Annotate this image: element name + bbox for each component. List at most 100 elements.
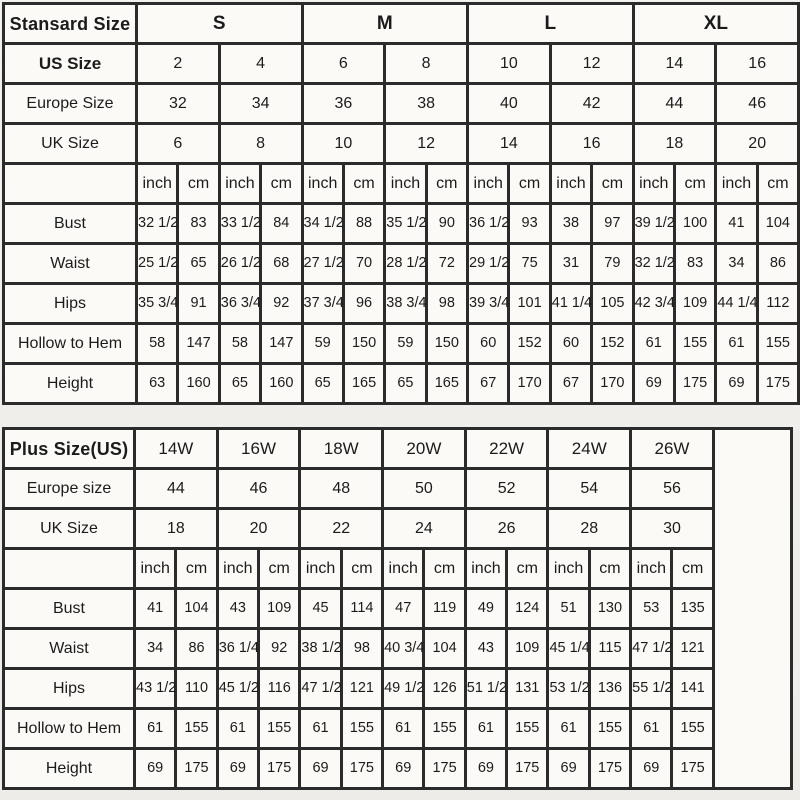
measurement-value-cell: 27 1/2 — [300, 242, 345, 285]
measurement-value-cell: 69 — [132, 747, 178, 790]
row-label: Europe Size — [2, 82, 138, 125]
measurement-value-cell: 69 — [298, 747, 343, 790]
measurement-value-cell: 131 — [505, 667, 550, 710]
unit-inch-cell: inch — [466, 162, 511, 205]
table-corner-label: Plus Size(US) — [2, 427, 136, 470]
measurement-value-cell: 130 — [587, 587, 633, 630]
measurement-value-cell: 40 3/4 — [381, 627, 426, 670]
measurement-value-cell: 58 — [134, 322, 180, 365]
measurement-value-cell: 155 — [670, 707, 715, 750]
measurement-value-cell: 115 — [587, 627, 633, 670]
measurement-value-cell: 60 — [466, 322, 511, 365]
measurement-value-cell: 93 — [507, 202, 552, 245]
unit-inch-cell: inch — [631, 162, 676, 205]
measurement-value-cell: 101 — [507, 282, 552, 325]
measurement-value-cell: 35 3/4 — [134, 282, 180, 325]
measurement-value-cell: 109 — [672, 282, 718, 325]
measurement-value-cell: 165 — [341, 362, 387, 405]
measurement-row: Height 63 160 65 160 65 165 65 165 67 170 67 170 69 17… — [2, 362, 800, 405]
measurement-value-cell: 105 — [590, 282, 635, 325]
measurement-value-cell: 136 — [587, 667, 633, 710]
measurement-value-cell: 45 1/4 — [546, 627, 591, 670]
measurement-value-cell: 91 — [176, 282, 221, 325]
size-value-cell: 20 — [714, 122, 800, 165]
unit-header-row: inch cm inch cm inch cm inch cm inch cm inch cm inch… — [2, 547, 792, 590]
measurement-value-cell: 65 — [176, 242, 221, 285]
measurement-value-cell: 147 — [176, 322, 221, 365]
size-group-header: 20W — [381, 427, 467, 470]
measurement-value-cell: 160 — [259, 362, 304, 405]
size-group-header: S — [135, 2, 304, 45]
plus-size-table: Plus Size(US) 14W 16W 18W 20W 22W 24W 26W Europe… — [2, 427, 793, 790]
measurement-value-cell: 60 — [548, 322, 594, 365]
measurement-value-cell: 69 — [215, 747, 261, 790]
measurement-value-cell: 45 — [298, 587, 343, 630]
measurement-value-cell: 100 — [672, 202, 718, 245]
measurement-value-cell: 141 — [670, 667, 715, 710]
size-value-cell: 6 — [135, 122, 221, 165]
measurement-value-cell: 39 3/4 — [466, 282, 511, 325]
measurement-value-cell: 38 — [548, 202, 594, 245]
measurement-row: Bust 32 1/2 83 33 1/2 84 34 1/2 88 35 1/2 90 36 1… — [2, 202, 800, 245]
unit-cm-cell: cm — [259, 162, 304, 205]
unit-cm-cell: cm — [174, 547, 219, 590]
measurement-row: Hips 43 1/2 110 45 1/2 116 47 1/2 121 49 1/2 126… — [2, 667, 792, 710]
unit-cm-cell: cm — [424, 162, 470, 205]
unit-cm-cell: cm — [672, 162, 718, 205]
measurement-value-cell: 83 — [672, 242, 718, 285]
size-value-cell: 8 — [217, 122, 304, 165]
measurement-value-cell: 47 — [381, 587, 426, 630]
unit-cm-cell: cm — [587, 547, 633, 590]
measurement-value-cell: 28 1/2 — [383, 242, 428, 285]
measurement-row: Waist 34 86 36 1/4 92 38 1/2 98 40 3/4 104 43 109 4… — [2, 627, 792, 670]
measurement-value-cell: 155 — [587, 707, 633, 750]
measurement-value-cell: 83 — [176, 202, 221, 245]
measurement-value-cell: 69 — [463, 747, 509, 790]
measurement-value-cell: 152 — [590, 322, 635, 365]
size-info-row: UK Size 18 20 22 24 26 28 30 — [2, 507, 792, 550]
measurement-value-cell: 75 — [507, 242, 552, 285]
row-label: US Size — [2, 42, 138, 85]
unit-cm-cell: cm — [670, 547, 715, 590]
row-label: Bust — [2, 202, 138, 245]
unit-header-row: inch cm inch cm inch cm inch cm inch cm inch cm inch… — [2, 162, 800, 205]
measurement-value-cell: 92 — [257, 627, 302, 670]
measurement-value-cell: 61 — [381, 707, 426, 750]
measurement-value-cell: 51 1/2 — [463, 667, 509, 710]
size-value-cell: 16 — [714, 42, 800, 85]
measurement-value-cell: 47 1/2 — [629, 627, 674, 670]
measurement-value-cell: 38 1/2 — [298, 627, 343, 670]
measurement-value-cell: 65 — [383, 362, 428, 405]
measurement-value-cell: 175 — [422, 747, 467, 790]
size-value-cell: 36 — [300, 82, 387, 125]
row-label: Europe size — [2, 467, 136, 510]
unit-inch-cell: inch — [300, 162, 345, 205]
measurement-value-cell: 69 — [629, 747, 674, 790]
measurement-value-cell: 43 1/2 — [132, 667, 178, 710]
measurement-value-cell: 32 1/2 — [631, 242, 676, 285]
measurement-value-cell: 67 — [548, 362, 594, 405]
measurement-value-cell: 98 — [339, 627, 385, 670]
measurement-value-cell: 126 — [422, 667, 467, 710]
size-value-cell: 44 — [631, 82, 718, 125]
measurement-row: Hollow to Hem 58 147 58 147 59 150 59 150 60 152 60… — [2, 322, 800, 365]
blank-label-cell — [2, 547, 136, 590]
measurement-value-cell: 43 — [463, 627, 509, 670]
measurement-value-cell: 175 — [587, 747, 633, 790]
size-value-cell: 4 — [217, 42, 304, 85]
measurement-value-cell: 104 — [422, 627, 467, 670]
size-value-cell: 18 — [631, 122, 718, 165]
measurement-value-cell: 121 — [670, 627, 715, 670]
measurement-row: Waist 25 1/2 65 26 1/2 68 27 1/2 70 28 1/2 72 29 … — [2, 242, 800, 285]
unit-cm-cell: cm — [590, 162, 635, 205]
size-value-cell: 46 — [714, 82, 800, 125]
measurement-value-cell: 65 — [300, 362, 345, 405]
unit-inch-cell: inch — [132, 547, 178, 590]
size-group-header: 18W — [298, 427, 385, 470]
size-value-cell: 42 — [548, 82, 635, 125]
row-label: Hips — [2, 282, 138, 325]
measurement-value-cell: 175 — [670, 747, 715, 790]
size-value-cell: 52 — [463, 467, 550, 510]
size-value-cell: 40 — [466, 82, 552, 125]
